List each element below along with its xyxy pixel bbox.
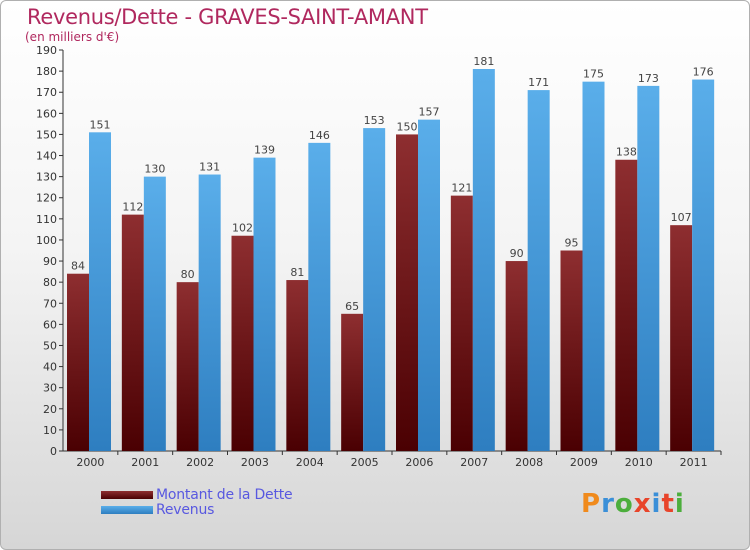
logo-letter: r: [601, 489, 615, 519]
y-tick-label: 120: [36, 192, 57, 205]
revenus-bar: [308, 142, 331, 451]
y-tick-label: 0: [50, 445, 57, 458]
x-tick-label: 2003: [241, 456, 269, 469]
revenus-bar: [253, 157, 276, 451]
x-tick-label: 2011: [680, 456, 708, 469]
data-label: 95: [565, 237, 579, 250]
revenus-bar: [692, 79, 715, 452]
x-tick-label: 2000: [76, 456, 104, 469]
x-tick-label: 2001: [131, 456, 159, 469]
revenus-bar: [143, 176, 166, 451]
bar-chart: 0 10 20 30 40 50 60 70 80 90 100 110 120 130 140 150 160…: [36, 44, 722, 469]
chart-bars: [67, 68, 715, 452]
data-label: 65: [345, 300, 359, 313]
y-tick-label: 100: [36, 234, 57, 247]
data-label: 81: [290, 266, 304, 279]
revenus-bar: [527, 90, 550, 451]
data-label: 139: [254, 144, 275, 157]
revenus-bar: [472, 68, 495, 451]
data-label: 176: [693, 66, 714, 79]
revenus-bar: [89, 132, 111, 451]
revenus-bar: [418, 119, 440, 451]
legend-label-revenus: Revenus: [156, 502, 215, 518]
y-tick-label: 130: [36, 171, 57, 184]
data-label: 138: [616, 146, 637, 159]
dette-bar: [450, 195, 473, 451]
revenus-bar: [582, 81, 605, 451]
data-label: 150: [397, 120, 418, 133]
dette-bar: [286, 280, 309, 451]
dette-bar: [615, 159, 638, 451]
chart-subtitle: (en milliers d'€): [25, 30, 120, 44]
proxiti-logo: Proxiti: [581, 489, 685, 519]
y-tick-label: 80: [43, 276, 57, 289]
x-tick-label: 2006: [405, 456, 433, 469]
revenus-bar: [198, 174, 221, 451]
data-label: 171: [528, 76, 549, 89]
data-label: 84: [71, 260, 85, 273]
chart-title: Revenus/Dette - GRAVES-SAINT-AMANT: [27, 5, 428, 29]
dette-bar: [176, 282, 199, 451]
y-tick-label: 10: [43, 424, 57, 437]
data-label: 175: [583, 68, 604, 81]
logo-letter: i: [651, 489, 662, 519]
data-label: 130: [144, 163, 165, 176]
logo-letter: P: [581, 489, 602, 519]
data-label: 90: [510, 247, 524, 260]
y-tick-label: 30: [43, 382, 57, 395]
x-tick-label: 2009: [570, 456, 598, 469]
y-tick-label: 160: [36, 107, 57, 120]
data-label: 181: [473, 55, 494, 68]
y-tick-label: 20: [43, 403, 57, 416]
data-label: 131: [199, 161, 220, 174]
logo-letter: t: [661, 489, 675, 519]
dette-bar: [560, 250, 583, 451]
dette-bar: [341, 313, 364, 451]
y-tick-label: 150: [36, 128, 57, 141]
data-label: 146: [309, 129, 330, 142]
dette-bar: [67, 273, 89, 451]
logo-letter: o: [614, 489, 634, 519]
x-tick-label: 2004: [296, 456, 324, 469]
data-label: 157: [419, 106, 440, 119]
dette-bar: [396, 134, 418, 451]
y-tick-label: 180: [36, 65, 57, 78]
y-tick-label: 50: [43, 339, 57, 352]
dette-bar: [670, 225, 693, 451]
legend-swatch-dette: [101, 491, 153, 499]
logo-letter: x: [633, 489, 652, 519]
y-tick-label: 40: [43, 361, 57, 374]
data-label: 153: [364, 114, 385, 127]
y-tick-label: 60: [43, 318, 57, 331]
x-tick-label: 2008: [515, 456, 543, 469]
dette-bar: [231, 235, 254, 451]
y-tick-label: 190: [36, 44, 57, 57]
legend-swatch-revenus: [101, 506, 153, 514]
data-label: 173: [638, 72, 659, 85]
x-tick-label: 2002: [186, 456, 214, 469]
y-tick-label: 170: [36, 86, 57, 99]
revenus-bar: [637, 85, 660, 452]
y-tick-label: 140: [36, 150, 57, 163]
y-tick-label: 110: [36, 213, 57, 226]
data-label: 121: [451, 182, 472, 195]
dette-bar: [505, 261, 528, 451]
chart-axes: 0 10 20 30 40 50 60 70 80 90 100 110 120 130 140 150 160…: [36, 44, 722, 469]
dette-bar: [121, 214, 144, 451]
logo-letter: i: [674, 489, 685, 519]
data-label: 151: [90, 118, 111, 131]
data-label: 107: [671, 211, 692, 224]
y-tick-label: 70: [43, 297, 57, 310]
revenus-bar: [363, 128, 386, 451]
x-tick-label: 2010: [625, 456, 653, 469]
legend-label-dette: Montant de la Dette: [156, 487, 293, 503]
data-label: 102: [232, 222, 253, 235]
x-tick-label: 2007: [460, 456, 488, 469]
y-tick-label: 90: [43, 255, 57, 268]
data-label: 112: [122, 201, 143, 214]
x-tick-label: 2005: [351, 456, 379, 469]
data-label: 80: [181, 268, 195, 281]
